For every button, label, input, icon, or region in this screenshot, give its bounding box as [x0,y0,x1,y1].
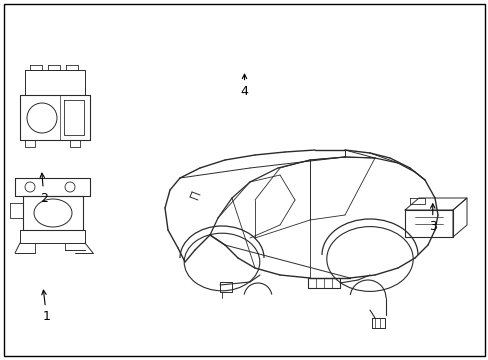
Text: 1: 1 [41,290,50,323]
Text: 3: 3 [428,204,436,233]
Text: 2: 2 [40,173,48,204]
Text: 4: 4 [240,74,248,98]
